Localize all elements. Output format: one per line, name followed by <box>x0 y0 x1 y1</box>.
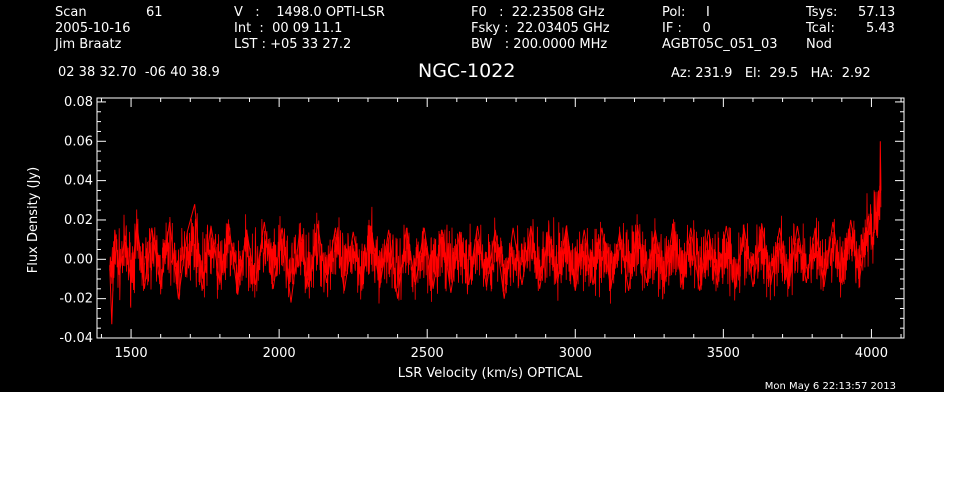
if-number: IF : 0 <box>662 21 711 36</box>
pointing-readout: Az: 231.9 El: 29.5 HA: 2.92 <box>671 66 871 81</box>
scan-label: Scan <box>55 5 87 20</box>
tcal-label: Tcal: <box>806 21 835 36</box>
observation-date: 2005-10-16 <box>55 21 131 36</box>
observer-name: Jim Braatz <box>55 37 122 52</box>
x-tick-label: 2500 <box>411 346 444 361</box>
rest-frequency: F0 : 22.23508 GHz <box>471 5 605 20</box>
scan-number: 61 <box>146 5 163 20</box>
plot-timestamp: Mon May 6 22:13:57 2013 <box>765 381 896 392</box>
y-tick-label: -0.02 <box>59 292 93 307</box>
velocity-readout: V : 1498.0 OPTI-LSR <box>234 5 385 20</box>
source-coordinates: 02 38 32.70 -06 40 38.9 <box>58 65 220 80</box>
lst-readout: LST : +05 33 27.2 <box>234 37 352 52</box>
spectrum-line <box>109 141 882 325</box>
bandwidth: BW : 200.0000 MHz <box>471 37 608 52</box>
axis-layer: 1500 2000 2500 3000 3500 4000 -0.04 -0.02 0.00 0.… <box>59 95 904 361</box>
plot-canvas: Scan 61 2005-10-16 Jim Braatz 02 38 32.7… <box>0 0 944 392</box>
x-tick-label: 3000 <box>559 346 592 361</box>
y-tick-label: 0.06 <box>64 134 93 149</box>
series-layer <box>109 141 882 325</box>
y-tick-label: -0.04 <box>59 331 93 346</box>
observing-mode: Nod <box>806 37 832 52</box>
x-tick-label: 1500 <box>115 346 148 361</box>
x-tick-label: 2000 <box>263 346 296 361</box>
polarization: Pol: I <box>662 5 710 20</box>
source-name: NGC-1022 <box>418 60 516 82</box>
spectrum-chart: 1500 2000 2500 3000 3500 4000 -0.04 -0.02 0.00 0.… <box>26 95 905 392</box>
tsys-value: 57.13 <box>858 5 896 20</box>
sky-frequency: Fsky : 22.03405 GHz <box>471 21 610 36</box>
plot-frame <box>96 97 905 339</box>
x-tick-label: 3500 <box>707 346 740 361</box>
spectrum-noise <box>109 159 882 308</box>
y-tick-label: 0.02 <box>64 213 93 228</box>
integration-time: Int : 00 09 11.1 <box>234 21 343 36</box>
tcal-value: 5.43 <box>866 21 895 36</box>
tsys-label: Tsys: <box>806 5 838 20</box>
y-tick-label: 0.00 <box>64 252 93 267</box>
y-tick-label: 0.04 <box>64 174 93 189</box>
project-id: AGBT05C_051_03 <box>662 37 778 52</box>
y-axis-label: Flux Density (Jy) <box>26 167 41 273</box>
x-tick-label: 4000 <box>855 346 888 361</box>
y-tick-label: 0.08 <box>64 95 93 110</box>
x-axis-label: LSR Velocity (km/s) OPTICAL <box>398 366 583 381</box>
